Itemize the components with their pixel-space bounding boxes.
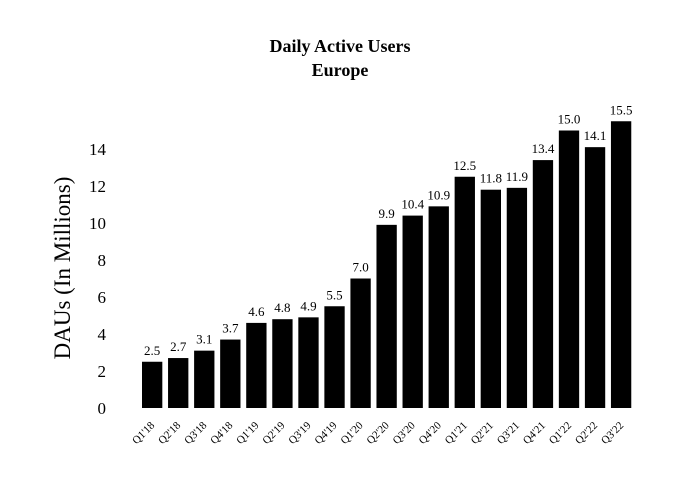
bar (324, 306, 345, 408)
data-label: 13.4 (532, 141, 555, 156)
y-tick-label: 6 (98, 288, 107, 307)
x-tick-label: Q3'20 (391, 419, 419, 447)
bar (558, 130, 580, 408)
bar (298, 317, 319, 408)
bar (142, 361, 163, 408)
bar (194, 350, 215, 408)
bar (376, 224, 397, 408)
x-tick-label: Q3'18 (182, 419, 210, 447)
data-label: 2.5 (144, 343, 160, 358)
data-label: 11.8 (480, 171, 502, 186)
bar (272, 319, 293, 408)
x-tick-label: Q2'22 (573, 420, 600, 447)
data-label: 7.0 (352, 260, 368, 275)
chart-title: Daily Active Users (269, 36, 411, 56)
x-tick-label: Q4'19 (312, 419, 340, 447)
x-tick-label: Q4'21 (521, 420, 548, 447)
y-tick-label: 12 (89, 177, 106, 196)
bar (610, 121, 632, 408)
bar (246, 322, 267, 408)
chart-subtitle: Europe (311, 60, 369, 80)
data-label: 14.1 (584, 128, 607, 143)
bar (428, 206, 449, 408)
x-tick-label: Q2'21 (469, 420, 496, 447)
data-label: 3.1 (196, 332, 212, 347)
data-label: 4.6 (248, 304, 265, 319)
y-tick-label: 8 (98, 251, 107, 270)
x-tick-label: Q1'22 (547, 420, 574, 447)
x-tick-label: Q1'20 (339, 419, 367, 447)
data-label: 9.9 (379, 206, 395, 221)
bar (532, 160, 554, 408)
bar (480, 189, 501, 408)
bar (220, 339, 241, 408)
data-label: 3.7 (222, 321, 239, 336)
y-tick-label: 14 (89, 140, 107, 159)
x-tick-label: Q3'19 (286, 419, 314, 447)
bar (454, 176, 475, 408)
x-tick-label: Q3'22 (599, 420, 626, 447)
data-label: 2.7 (170, 339, 187, 354)
bar (402, 215, 423, 408)
data-label: 10.4 (401, 197, 424, 212)
data-label: 15.0 (558, 112, 581, 127)
data-label: 4.9 (300, 298, 316, 313)
x-tick-label: Q2'19 (260, 419, 288, 447)
y-tick-label: 2 (98, 362, 107, 381)
x-tick-label: Q2'18 (156, 419, 184, 447)
data-label: 10.9 (427, 187, 450, 202)
bar (168, 358, 189, 408)
data-label: 11.9 (506, 169, 528, 184)
x-tick-label: Q1'18 (130, 419, 158, 447)
x-tick-label: Q3'21 (495, 420, 522, 447)
x-tick-label: Q4'20 (417, 419, 445, 447)
y-tick-label: 10 (89, 214, 106, 233)
x-tick-label: Q4'18 (208, 419, 236, 447)
data-label: 4.8 (274, 300, 290, 315)
bar (350, 278, 371, 408)
data-label: 12.5 (453, 158, 476, 173)
y-tick-label: 4 (98, 325, 107, 344)
data-label: 5.5 (326, 287, 342, 302)
y-tick-label: 0 (98, 399, 107, 418)
x-tick-label: Q1'19 (234, 419, 262, 447)
y-axis-label: DAUs (In Millions) (50, 177, 75, 360)
data-label: 15.5 (610, 102, 633, 117)
x-tick-label: Q2'20 (365, 419, 393, 447)
bar (506, 187, 528, 408)
x-tick-label: Q1'21 (443, 420, 470, 447)
bar (584, 147, 606, 408)
